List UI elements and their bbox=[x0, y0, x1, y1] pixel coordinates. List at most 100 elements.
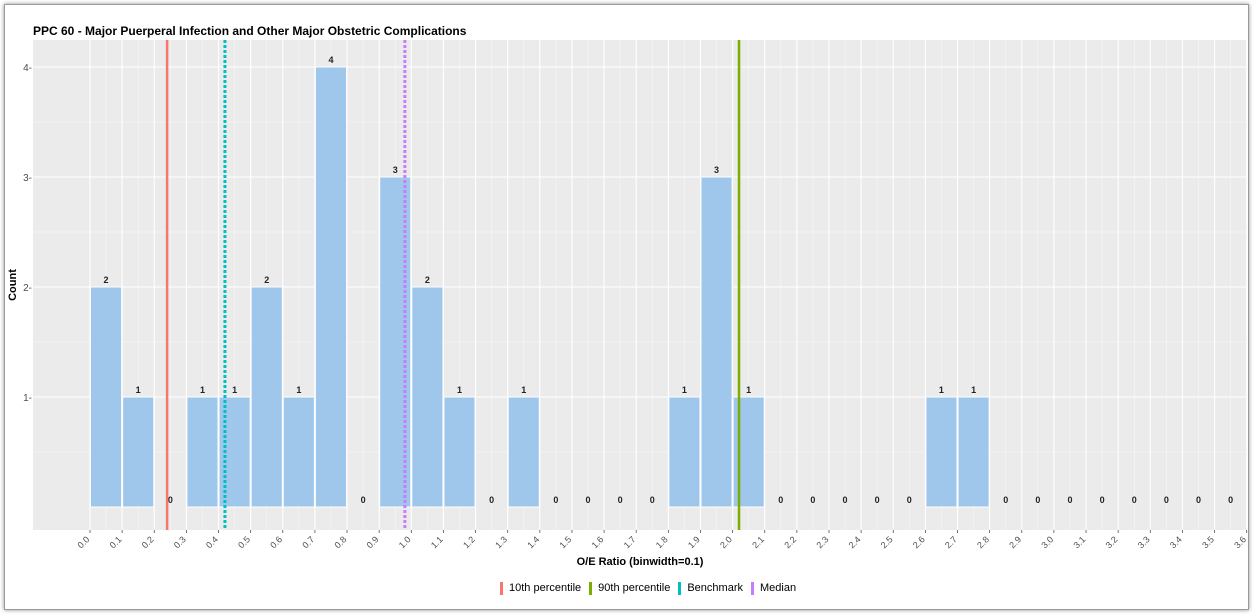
histogram-bar bbox=[314, 66, 348, 508]
bar-count-label: 1 bbox=[682, 385, 687, 395]
legend-swatch-benchmark bbox=[678, 581, 682, 595]
legend-item-90th-percentile: 90th percentile bbox=[589, 581, 671, 595]
bar-count-label: 0 bbox=[650, 495, 655, 505]
x-tick-label: 0.8 bbox=[333, 534, 349, 550]
legend: 10th percentile 90th percentile Benchmar… bbox=[500, 580, 796, 596]
bar-count-label: 0 bbox=[778, 495, 783, 505]
x-tick-label: 2.0 bbox=[718, 534, 734, 550]
bar-count-label: 0 bbox=[618, 495, 623, 505]
x-tick-label: 3.1 bbox=[1072, 534, 1088, 550]
x-tick-label: 1.4 bbox=[525, 534, 541, 550]
bar-count-label: 0 bbox=[1228, 495, 1233, 505]
bar-count-label: 0 bbox=[489, 495, 494, 505]
x-tick-label: 3.0 bbox=[1039, 534, 1055, 550]
legend-item-benchmark: Benchmark bbox=[678, 581, 743, 595]
histogram-bar bbox=[186, 396, 219, 508]
x-tick-label: 3.2 bbox=[1104, 534, 1120, 550]
bar-count-label: 0 bbox=[810, 495, 815, 505]
x-tick-label: 0.7 bbox=[300, 534, 316, 550]
chart-title: PPC 60 - Major Puerperal Infection and O… bbox=[33, 24, 467, 38]
x-tick-label: 2.4 bbox=[847, 534, 863, 550]
histogram-bar bbox=[700, 176, 733, 508]
legend-label-benchmark: Benchmark bbox=[687, 582, 743, 594]
bar-count-label: 1 bbox=[296, 385, 301, 395]
bar-count-label: 0 bbox=[168, 495, 173, 505]
x-tick-label: 0.5 bbox=[236, 534, 252, 550]
y-axis-title: Count bbox=[7, 269, 19, 301]
x-tick-label: 2.2 bbox=[782, 534, 798, 550]
x-tick-label: 3.3 bbox=[1136, 534, 1152, 550]
bar-count-label: 3 bbox=[714, 165, 719, 175]
bar-count-label: 1 bbox=[457, 385, 462, 395]
histogram-bar bbox=[925, 396, 958, 508]
bar-count-label: 1 bbox=[939, 385, 944, 395]
y-tick-label: 1- bbox=[23, 393, 32, 404]
x-tick-label: 3.6 bbox=[1232, 534, 1248, 550]
y-tick-label: 4- bbox=[23, 63, 32, 74]
histogram-bar bbox=[507, 396, 540, 508]
legend-label-90th-percentile: 90th percentile bbox=[598, 582, 671, 594]
histogram-bar bbox=[90, 286, 123, 508]
legend-item-10th-percentile: 10th percentile bbox=[500, 581, 582, 595]
x-tick-label: 2.7 bbox=[943, 534, 959, 550]
bar-count-label: 0 bbox=[1164, 495, 1169, 505]
bar-count-label: 0 bbox=[1035, 495, 1040, 505]
x-tick-label: 0.9 bbox=[365, 534, 381, 550]
bar-count-label: 1 bbox=[521, 385, 526, 395]
x-tick-label: 3.5 bbox=[1200, 534, 1216, 550]
bar-count-label: 2 bbox=[264, 275, 269, 285]
x-tick-label: 2.1 bbox=[750, 534, 766, 550]
bar-count-label: 0 bbox=[843, 495, 848, 505]
x-tick-label: 1.8 bbox=[654, 534, 670, 550]
x-tick-label: 3.4 bbox=[1168, 534, 1184, 550]
histogram-bar bbox=[282, 396, 315, 508]
bar-count-label: 1 bbox=[200, 385, 205, 395]
histogram-bar bbox=[668, 396, 701, 508]
x-tick-label: 1.6 bbox=[590, 534, 606, 550]
bar-count-label: 0 bbox=[907, 495, 912, 505]
bar-count-label: 2 bbox=[425, 275, 430, 285]
x-tick-label: 2.5 bbox=[879, 534, 895, 550]
x-tick-label: 1.1 bbox=[429, 534, 445, 550]
bar-count-label: 1 bbox=[136, 385, 141, 395]
histogram-bar bbox=[443, 396, 476, 508]
legend-label-10th-percentile: 10th percentile bbox=[509, 582, 582, 594]
bar-count-label: 0 bbox=[1003, 495, 1008, 505]
histogram-bar bbox=[250, 286, 283, 508]
legend-label-median: Median bbox=[759, 582, 797, 594]
histogram-bar bbox=[732, 396, 765, 508]
legend-item-median: Median bbox=[750, 581, 797, 595]
legend-swatch-10th-percentile bbox=[500, 581, 503, 595]
x-tick-label: 2.8 bbox=[975, 534, 991, 550]
y-tick-label: 2- bbox=[23, 283, 32, 294]
bar-count-label: 3 bbox=[393, 165, 398, 175]
legend-swatch-90th-percentile bbox=[589, 581, 593, 595]
x-tick-label: 0.3 bbox=[172, 534, 188, 550]
bar-count-label: 2 bbox=[104, 275, 109, 285]
x-tick-label: 1.7 bbox=[622, 534, 638, 550]
bar-count-label: 0 bbox=[553, 495, 558, 505]
x-tick-label: 0.0 bbox=[75, 534, 91, 550]
bar-count-label: 1 bbox=[971, 385, 976, 395]
x-tick-label: 0.6 bbox=[268, 534, 284, 550]
bar-count-label: 0 bbox=[1067, 495, 1072, 505]
bar-count-label: 0 bbox=[586, 495, 591, 505]
x-tick-label: 2.3 bbox=[814, 534, 830, 550]
bar-count-label: 0 bbox=[1132, 495, 1137, 505]
x-tick-label: 1.9 bbox=[686, 534, 702, 550]
legend-swatch-median bbox=[750, 581, 754, 595]
bar-count-label: 0 bbox=[1100, 495, 1105, 505]
x-tick-label: 0.2 bbox=[140, 534, 156, 550]
x-tick-label: 2.6 bbox=[911, 534, 927, 550]
x-tick-label: 0.1 bbox=[108, 534, 124, 550]
bar-count-label: 0 bbox=[1196, 495, 1201, 505]
bar-count-label: 0 bbox=[875, 495, 880, 505]
x-tick-label: 0.4 bbox=[204, 534, 220, 550]
x-tick-label: 1.0 bbox=[397, 534, 413, 550]
histogram-bar bbox=[122, 396, 155, 508]
x-tick-label: 1.2 bbox=[461, 534, 477, 550]
x-tick-label: 1.3 bbox=[493, 534, 509, 550]
histogram-bar bbox=[957, 396, 990, 508]
histogram-bar bbox=[411, 286, 444, 508]
